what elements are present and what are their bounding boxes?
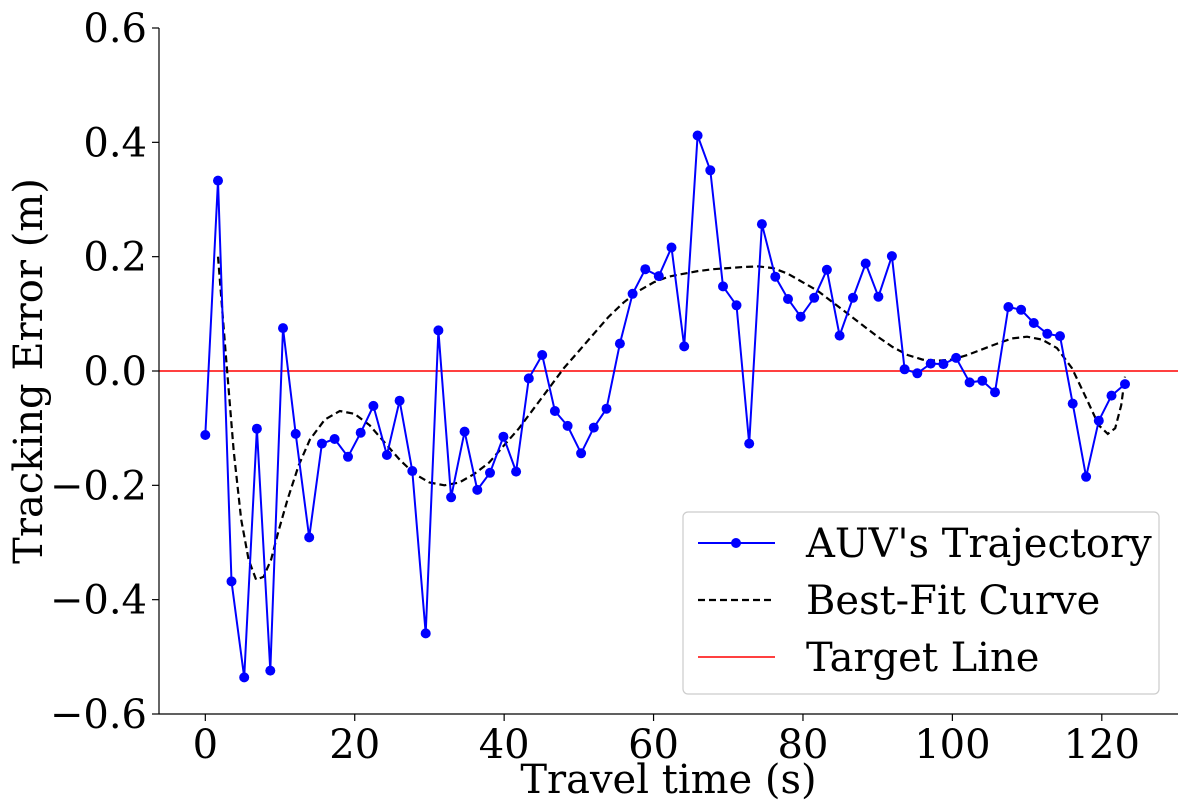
auv-trajectory-point bbox=[304, 532, 315, 543]
auv-trajectory-point bbox=[316, 438, 327, 449]
auv-trajectory-point bbox=[537, 350, 548, 360]
auv-trajectory-point bbox=[200, 430, 211, 440]
auv-trajectory-point bbox=[1067, 398, 1078, 409]
auv-trajectory-point bbox=[783, 294, 793, 304]
auv-trajectory-point bbox=[1093, 415, 1104, 426]
auv-trajectory-point bbox=[1106, 390, 1117, 401]
auv-trajectory-point bbox=[1028, 318, 1039, 328]
legend-box bbox=[682, 511, 1160, 695]
auv-trajectory-point bbox=[1081, 471, 1092, 482]
auv-trajectory-point bbox=[226, 576, 237, 587]
auv-trajectory-point bbox=[433, 325, 444, 336]
y-tick-label: 0.6 bbox=[83, 6, 147, 52]
auv-trajectory-point bbox=[1016, 304, 1027, 315]
auv-trajectory-point bbox=[627, 288, 638, 299]
auv-trajectory-point bbox=[1120, 379, 1130, 390]
auv-trajectory-point bbox=[1055, 331, 1065, 342]
auv-trajectory-point bbox=[744, 438, 755, 449]
y-tick-label: −0.4 bbox=[50, 578, 147, 624]
auv-trajectory-point bbox=[251, 423, 262, 434]
auv-trajectory-point bbox=[964, 377, 975, 388]
y-tick-label: −0.6 bbox=[50, 692, 147, 738]
auv-trajectory-point bbox=[692, 130, 703, 141]
auv-trajectory-point bbox=[601, 403, 612, 414]
auv-trajectory-point bbox=[770, 271, 781, 282]
auv-trajectory-point bbox=[239, 672, 250, 683]
x-tick-label: 80 bbox=[778, 722, 829, 768]
x-tick-label: 20 bbox=[329, 722, 380, 768]
auv-trajectory-point bbox=[213, 175, 223, 186]
auv-trajectory-point bbox=[265, 665, 276, 676]
auv-trajectory-point bbox=[614, 338, 625, 349]
auv-trajectory-point bbox=[834, 330, 845, 341]
auv-trajectory-point bbox=[420, 628, 431, 639]
auv-trajectory-point bbox=[459, 426, 470, 437]
auv-trajectory-point bbox=[809, 292, 820, 303]
auv-trajectory-point bbox=[860, 258, 871, 269]
legend-auv-trajectory-label: AUV's Trajectory bbox=[805, 521, 1152, 567]
auv-trajectory-point bbox=[523, 373, 534, 384]
x-tick-label: 40 bbox=[479, 722, 530, 768]
x-tick-label: 120 bbox=[1064, 722, 1140, 768]
auv-trajectory-point bbox=[576, 448, 587, 459]
plot-area bbox=[159, 130, 1178, 683]
legend: AUV's Trajectory Best-Fit Curve Target Lin… bbox=[682, 511, 1160, 695]
x-tick-label: 100 bbox=[914, 722, 990, 768]
auv-trajectory-point bbox=[498, 431, 509, 442]
auv-trajectory-point bbox=[278, 323, 288, 334]
auv-trajectory-point bbox=[679, 341, 690, 352]
auv-trajectory-point bbox=[821, 264, 832, 275]
auv-trajectory-point bbox=[511, 466, 522, 477]
auv-trajectory-point bbox=[640, 264, 651, 275]
auv-trajectory-point bbox=[446, 492, 457, 503]
auv-trajectory-point bbox=[381, 450, 392, 460]
y-tick-label: −0.2 bbox=[50, 463, 147, 509]
auv-trajectory-point bbox=[886, 251, 897, 262]
auv-trajectory-point bbox=[290, 428, 301, 439]
auv-trajectory-point bbox=[485, 467, 495, 478]
auv-trajectory-point bbox=[588, 422, 599, 433]
auv-trajectory-point bbox=[472, 484, 483, 495]
x-tick-label: 60 bbox=[628, 722, 679, 768]
auv-trajectory-point bbox=[1042, 328, 1053, 339]
auv-trajectory-point bbox=[873, 291, 884, 302]
auv-trajectory-point bbox=[407, 466, 418, 476]
auv-trajectory-point bbox=[329, 434, 340, 444]
auv-trajectory-point bbox=[731, 300, 742, 311]
auv-trajectory-point bbox=[951, 352, 962, 363]
y-tick-label: 0.0 bbox=[83, 349, 147, 395]
auv-trajectory-point bbox=[653, 271, 664, 282]
auv-trajectory-point bbox=[343, 451, 353, 462]
auv-trajectory-point bbox=[912, 368, 923, 379]
best-fit-curve bbox=[216, 256, 1127, 582]
y-axis-title: Tracking Error (m) bbox=[6, 178, 52, 564]
auv-trajectory-point bbox=[705, 165, 716, 176]
auv-trajectory-point bbox=[1003, 302, 1014, 312]
auv-trajectory-point bbox=[666, 242, 677, 253]
auv-trajectory-point bbox=[938, 359, 949, 370]
auv-trajectory-point bbox=[756, 219, 767, 230]
x-axis-ticks: 0 20 40 60 80 100 120 bbox=[193, 714, 1140, 768]
legend-auv-trajectory-marker bbox=[731, 538, 741, 548]
legend-target-line-label: Target Line bbox=[806, 635, 1039, 681]
auv-trajectory-point bbox=[848, 292, 858, 303]
y-axis-ticks: 0.6 0.4 0.2 0.0 −0.2 −0.4 −0.6 bbox=[50, 6, 159, 738]
auv-trajectory-point bbox=[562, 420, 573, 431]
auv-trajectory-point bbox=[977, 375, 988, 386]
auv-trajectory-point bbox=[990, 387, 1000, 398]
auv-trajectory-point bbox=[925, 358, 936, 369]
auv-trajectory-point bbox=[368, 400, 379, 411]
y-tick-label: 0.4 bbox=[83, 120, 147, 166]
y-tick-label: 0.2 bbox=[83, 235, 147, 281]
auv-trajectory-point bbox=[899, 364, 910, 375]
auv-trajectory-point bbox=[355, 427, 366, 438]
auv-trajectory-point bbox=[795, 311, 806, 322]
auv-trajectory-point bbox=[549, 406, 560, 416]
x-tick-label: 0 bbox=[193, 722, 218, 768]
auv-trajectory-point bbox=[394, 395, 405, 406]
auv-trajectory-point bbox=[718, 281, 728, 292]
x-axis-title: Travel time (s) bbox=[520, 757, 816, 803]
legend-best-fit-curve-label: Best-Fit Curve bbox=[806, 578, 1100, 624]
